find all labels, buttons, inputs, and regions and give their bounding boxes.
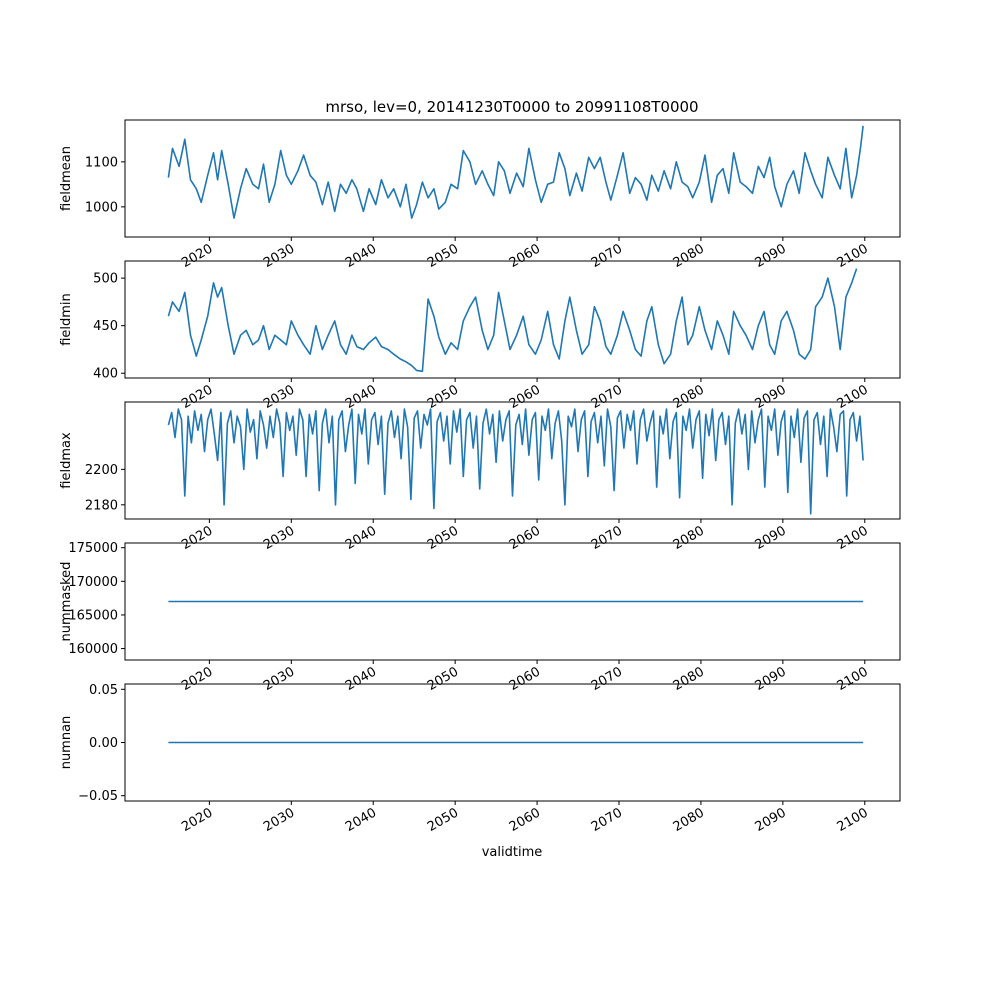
axes-frame-fieldmax	[124, 401, 901, 520]
figure-title: mrso, lev=0, 20141230T0000 to 20991108T0…	[325, 98, 698, 116]
axes-frame-fieldmin	[124, 260, 901, 379]
y-tick-label-fieldmax: 2180	[85, 498, 118, 513]
x-axis-label: validtime	[482, 845, 543, 860]
y-tick-label-fieldmean: 1100	[85, 155, 118, 170]
y-axis-label-numnan: numnan	[59, 716, 74, 770]
y-axis-label-fieldmax: fieldmax	[59, 432, 74, 489]
y-tick-label-fieldmin: 500	[93, 272, 118, 287]
y-tick-label-nummasked: 160000	[68, 642, 118, 657]
y-tick-label-numnan: 0.00	[89, 736, 118, 751]
y-tick-label-nummasked: 165000	[68, 608, 118, 623]
series-line-fieldmax	[167, 408, 864, 515]
y-axis-label-fieldmin: fieldmin	[59, 293, 74, 346]
y-tick-label-fieldmean: 1000	[85, 200, 118, 215]
y-tick-label-nummasked: 170000	[68, 575, 118, 590]
y-tick-label-numnan: 0.05	[89, 683, 118, 698]
series-line-fieldmean	[167, 125, 864, 219]
y-tick-label-fieldmax: 2200	[85, 463, 118, 478]
y-axis-label-nummasked: nummasked	[59, 562, 74, 642]
axes-frame-fieldmean	[124, 119, 901, 238]
y-axis-label-fieldmean: fieldmean	[59, 146, 74, 211]
y-tick-label-numnan: −0.05	[78, 789, 118, 804]
axes-frame-nummasked	[124, 542, 901, 661]
y-tick-label-fieldmin: 400	[93, 367, 118, 382]
y-tick-label-nummasked: 175000	[68, 541, 118, 556]
y-tick-label-fieldmin: 450	[93, 319, 118, 334]
series-line-fieldmin	[167, 268, 858, 373]
